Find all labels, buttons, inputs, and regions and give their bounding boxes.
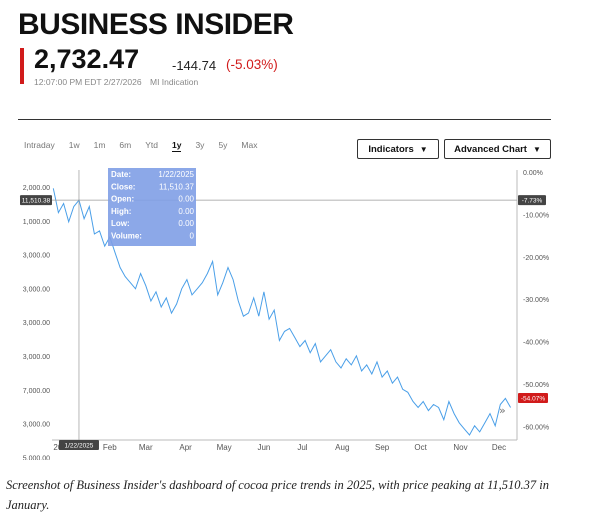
range-6m[interactable]: 6m: [119, 140, 132, 150]
range-5y[interactable]: 5y: [218, 140, 228, 150]
date-marker-label: 1/22/2025: [65, 443, 94, 450]
range-selector: Intraday 1w 1m 6m Ytd 1y 3y 5y Max: [24, 140, 271, 152]
tooltip-label: High:: [111, 207, 131, 216]
y-tick-right: 0.00%: [523, 170, 543, 177]
current-percent-marker: [518, 393, 548, 403]
y-tick-left: 3,000.00: [23, 253, 50, 260]
tooltip-label: Close:: [111, 182, 135, 191]
chevron-down-icon: ▼: [419, 144, 428, 154]
advanced-chart-label: Advanced Chart: [454, 143, 527, 155]
x-tick-label: Oct: [414, 443, 427, 452]
x-tick-label: Mar: [139, 443, 153, 452]
quote-accent-bar: [20, 48, 24, 84]
y-tick-right: -20.00%: [523, 255, 549, 262]
y-tick-left: 3,000.00: [23, 354, 50, 361]
current-percent-marker-label: -54.07%: [521, 396, 545, 403]
date-marker: [58, 440, 99, 450]
tooltip-label: Date:: [111, 170, 131, 179]
y-tick-right: -10.00%: [523, 212, 549, 219]
tooltip-value: 0.00: [178, 207, 194, 216]
y-tick-left: 1,000.00: [23, 219, 50, 226]
section-divider: [18, 119, 551, 120]
quote-indication: MI Indication: [150, 77, 199, 87]
indicators-button[interactable]: Indicators ▼: [357, 139, 439, 159]
price-change-percent: (-5.03%): [226, 57, 278, 72]
tooltip-box: [108, 168, 196, 246]
x-tick-label: Feb: [103, 443, 117, 452]
price-line: [52, 188, 512, 436]
tooltip-label: Low:: [111, 219, 130, 228]
tooltip-label: Open:: [111, 195, 134, 204]
range-1m[interactable]: 1m: [93, 140, 106, 150]
y-tick-right: -50.00%: [523, 382, 549, 389]
x-tick-label: Jun: [257, 443, 270, 452]
range-3y[interactable]: 3y: [195, 140, 205, 150]
tooltip-label: Volume:: [111, 232, 142, 241]
y-tick-left: 7,000.00: [23, 388, 50, 395]
x-tick-label: Jul: [297, 443, 307, 452]
left-price-marker: [20, 195, 52, 206]
range-ytd[interactable]: Ytd: [145, 140, 158, 150]
double-chevron-icon: »: [499, 404, 506, 417]
y-tick-left: 3,000.00: [23, 422, 50, 429]
range-1w[interactable]: 1w: [68, 140, 80, 150]
y-tick-right: -30.00%: [523, 297, 549, 304]
last-price: 2,732.47: [34, 44, 140, 74]
range-1y[interactable]: 1y: [171, 140, 182, 152]
quote-timestamp: 12:07:00 PM EDT 2/27/2026: [34, 77, 142, 87]
price-change: -144.74: [172, 58, 217, 73]
tooltip-value: 1/22/2025: [158, 170, 194, 179]
image-caption: Screenshot of Business Insider's dashboa…: [6, 478, 550, 512]
chevron-down-icon: ▼: [532, 144, 541, 154]
tooltip-value: 0.00: [178, 219, 194, 228]
tooltip-value: 0.00: [178, 195, 194, 204]
x-tick-label: Aug: [335, 443, 349, 452]
advanced-chart-button[interactable]: Advanced Chart ▼: [444, 139, 551, 159]
right-percent-marker-label: -7.73%: [522, 198, 543, 205]
indicators-label: Indicators: [368, 143, 414, 155]
y-tick-left: 3,000.00: [23, 320, 50, 327]
tooltip-value: 11,510.37: [159, 182, 195, 191]
x-tick-label: Nov: [453, 443, 467, 452]
x-tick-label: Apr: [179, 443, 192, 452]
tooltip-value: 0: [190, 232, 195, 241]
x-tick-label: Dec: [492, 443, 506, 452]
x-tick-label: Sep: [375, 443, 390, 452]
x-tick-label: May: [217, 443, 232, 452]
y-tick-right: -60.00%: [523, 424, 549, 431]
range-intraday[interactable]: Intraday: [24, 140, 55, 150]
brand-logo: BUSINESS INSIDER: [18, 8, 294, 41]
right-percent-marker: [518, 195, 546, 206]
range-max[interactable]: Max: [241, 140, 258, 150]
y-tick-left: 3,000.00: [23, 286, 50, 293]
price-chart[interactable]: 2,000.00 1,000.00 3,000.00 3,000.00 3,000.00…: [0, 160, 560, 460]
y-tick-left: 5,000.00: [23, 455, 50, 460]
y-tick-left: 2,000.00: [23, 185, 50, 192]
y-tick-right: -40.00%: [523, 340, 549, 347]
left-price-marker-label: 11,510.38: [22, 198, 51, 205]
